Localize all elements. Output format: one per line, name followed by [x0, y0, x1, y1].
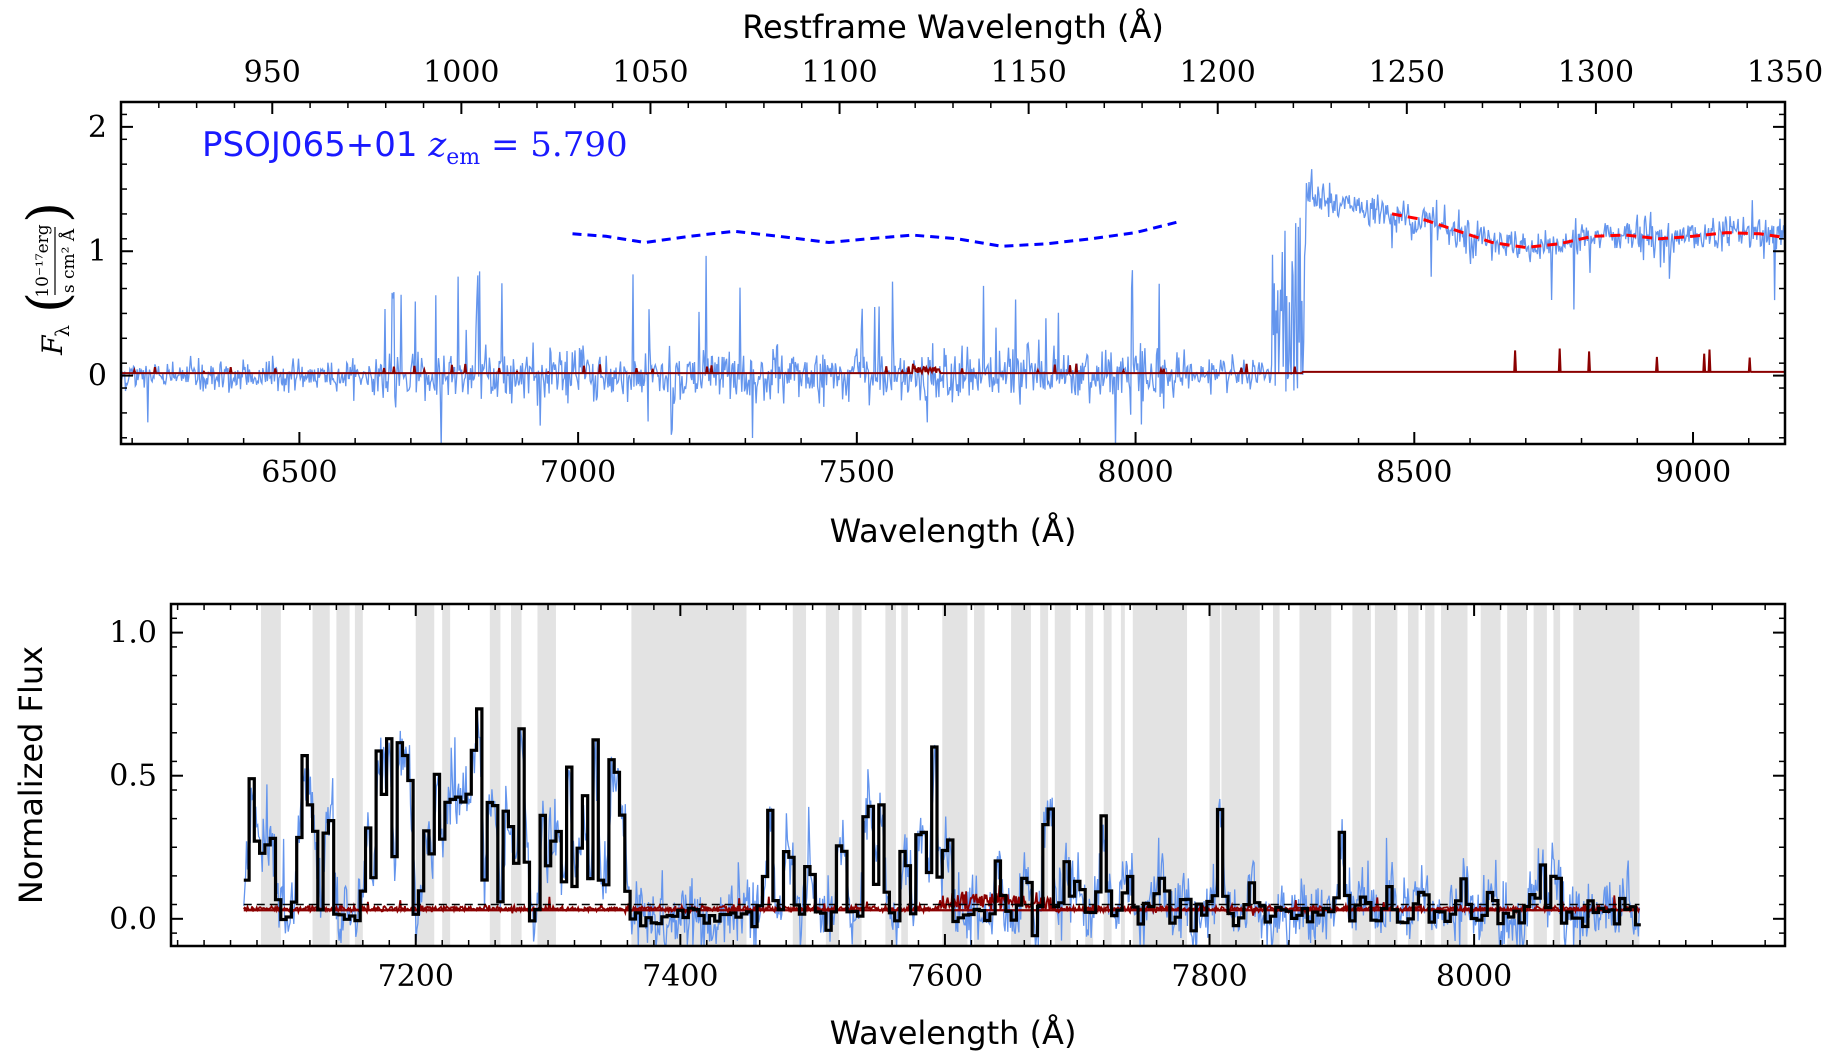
masked-region: [1407, 604, 1419, 945]
top-y-axis-paren-left: (: [16, 292, 79, 313]
top-continuum-model-line: [572, 219, 1181, 248]
bottom-y-tick-label: 1.0: [109, 616, 157, 651]
z-equals: =: [480, 125, 530, 165]
top-y-tick-label: 2: [88, 110, 107, 145]
object-annotation: PSOJ065+01 zem = 5.790: [202, 125, 628, 170]
top-x-axis: 6500 7000 7500 8000 8500 9000: [131, 432, 1750, 490]
top-y-axis-unit-numerator: 10⁻¹⁷erg: [33, 224, 53, 297]
z-symbol: z: [427, 125, 447, 165]
binned-flux-line: [243, 707, 1641, 938]
top-x-tick-label: 9000: [1655, 455, 1731, 490]
bottom-y-axis-title: Normalized Flux: [12, 646, 50, 904]
masked-regions: [260, 604, 1640, 945]
top-x-tick-label: 7500: [819, 455, 895, 490]
masked-region: [901, 604, 908, 945]
bottom-y-axis: 0.0 0.5 1.0: [109, 616, 1785, 937]
bottom-y-tick-label: 0.5: [109, 759, 157, 794]
top-y-axis-title: F λ ( 10⁻¹⁷erg s cm² Å ): [16, 202, 79, 356]
masked-region: [489, 604, 501, 945]
masked-region: [510, 604, 522, 945]
top-plot-area: [121, 169, 1785, 444]
masked-region: [354, 604, 363, 945]
top-restframe-tick-label: 1150: [990, 55, 1066, 90]
top-restframe-tick-label: 950: [244, 55, 301, 90]
bottom-panel: 7200 7400 7600 7800 8000 0.0 0.5 1.0 Wavelengt…: [12, 602, 1787, 1052]
masked-region: [1441, 604, 1468, 945]
masked-region: [1209, 604, 1221, 945]
masked-region: [415, 604, 435, 945]
top-restframe-tick-label: 1050: [612, 55, 688, 90]
top-restframe-tick-label: 1300: [1558, 55, 1634, 90]
bottom-x-tick-label: 7600: [907, 959, 983, 994]
masked-region: [1120, 604, 1125, 945]
top-error-line: [121, 348, 1785, 376]
masked-region: [942, 604, 968, 945]
masked-region: [1374, 604, 1398, 945]
masked-region: [631, 604, 747, 945]
top-restframe-tick-label: 1250: [1369, 55, 1445, 90]
bottom-x-tick-label: 7800: [1171, 959, 1247, 994]
masked-region: [852, 604, 862, 945]
masked-region: [442, 604, 451, 945]
bottom-x-tick-label: 8000: [1436, 959, 1512, 994]
masked-region: [1085, 604, 1094, 945]
masked-region: [1425, 604, 1435, 945]
top-y-axis-subscript: λ: [52, 325, 74, 337]
top-restframe-tick-label: 1100: [801, 55, 877, 90]
top-y-axis: 0 1 2: [88, 110, 1785, 439]
z-value: 5.790: [530, 125, 627, 165]
top-red-fit-line: [1391, 212, 1785, 250]
top-restframe-axis: 950 1000 1050 1100 1150 1200 1250 1300 1350: [120, 55, 1823, 114]
masked-region: [1103, 604, 1112, 945]
masked-region: [1507, 604, 1528, 945]
masked-region: [974, 604, 985, 945]
top-y-axis-unit-denominator: s cm² Å: [58, 228, 79, 293]
object-name: PSOJ065+01: [202, 125, 428, 165]
bottom-y-tick-label: 0.0: [109, 902, 157, 937]
top-y-tick-label: 1: [88, 234, 107, 269]
bottom-plot-area: [243, 604, 1641, 946]
masked-region: [1040, 604, 1049, 945]
top-x-axis-title: Wavelength (Å): [830, 512, 1077, 550]
bottom-x-axis-title: Wavelength (Å): [830, 1014, 1077, 1052]
masked-region: [1352, 604, 1371, 945]
masked-region: [1273, 604, 1280, 945]
masked-region: [1553, 604, 1561, 945]
top-spectrum-line: [121, 169, 1785, 444]
top-y-tick-label: 0: [88, 359, 107, 394]
z-subscript: em: [446, 145, 480, 170]
top-x-tick-label: 8500: [1376, 455, 1452, 490]
top-x-tick-label: 6500: [261, 455, 337, 490]
masked-region: [312, 604, 330, 945]
masked-region: [885, 604, 896, 945]
top-x-tick-label: 7000: [540, 455, 616, 490]
top-restframe-tick-label: 1200: [1180, 55, 1256, 90]
masked-region: [1011, 604, 1031, 945]
top-y-axis-paren-right: ): [16, 202, 79, 223]
top-restframe-axis-title: Restframe Wavelength (Å): [742, 8, 1164, 46]
masked-region: [336, 604, 350, 945]
top-panel: 6500 7000 7500 8000 8500 9000 950 1000 1050 1100…: [16, 8, 1823, 550]
bottom-x-tick-label: 7200: [378, 959, 454, 994]
top-restframe-tick-label: 1350: [1747, 55, 1823, 90]
top-restframe-tick-label: 1000: [423, 55, 499, 90]
bottom-x-axis: 7200 7400 7600 7800 8000: [176, 604, 1766, 994]
bottom-x-tick-label: 7400: [642, 959, 718, 994]
masked-region: [1480, 604, 1501, 945]
top-y-axis-symbol: F: [36, 334, 69, 356]
top-x-tick-label: 8000: [1097, 455, 1173, 490]
masked-region: [792, 604, 807, 945]
